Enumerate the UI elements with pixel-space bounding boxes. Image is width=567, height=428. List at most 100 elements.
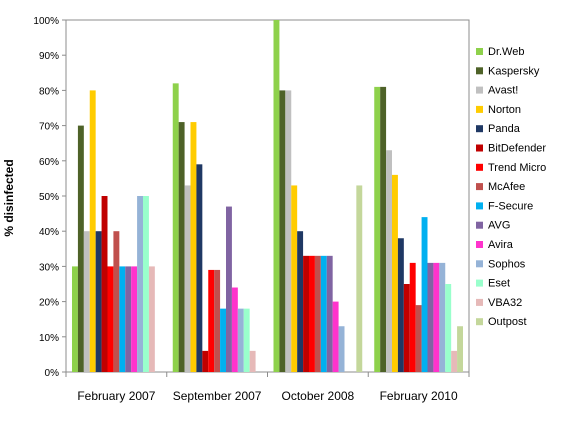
bar [72, 266, 78, 372]
bar [89, 90, 96, 373]
bar [95, 231, 102, 372]
bar [279, 90, 286, 373]
legend-swatch [476, 298, 483, 306]
bar [119, 266, 126, 372]
legend-swatch [476, 241, 483, 248]
bar [202, 350, 209, 372]
y-axis-title: % disinfected [2, 159, 16, 236]
legend-label: VBA32 [488, 297, 522, 309]
legend-label: Outpost [488, 316, 527, 328]
legend-swatch [476, 163, 483, 171]
bar [214, 269, 221, 372]
bar [297, 231, 304, 372]
bar [421, 217, 428, 372]
bar [77, 125, 84, 372]
bar [356, 185, 363, 372]
legend-swatch [476, 144, 483, 152]
bar [326, 255, 333, 372]
bar [415, 305, 422, 372]
legend-label: Sophos [488, 258, 526, 270]
y-tick-label: 0% [45, 368, 60, 379]
bar [291, 185, 298, 372]
legend-swatch [476, 125, 483, 133]
bar [226, 206, 232, 372]
legend-swatch [476, 279, 483, 287]
bar [172, 83, 179, 373]
bar [101, 196, 108, 372]
bar [208, 269, 215, 372]
legend-label: Kaspersky [488, 65, 540, 77]
legend-swatch [476, 221, 483, 229]
bars [72, 20, 463, 373]
x-axis: February 2007 September 2007 October 2008 F… [65, 372, 470, 403]
legend-label: Panda [488, 123, 521, 135]
bar [332, 301, 339, 372]
bar [184, 185, 191, 372]
legend-label: Trend Micro [488, 162, 546, 174]
bar [273, 20, 280, 372]
legend-label: Dr.Web [488, 46, 524, 58]
legend-swatch [476, 48, 483, 55]
legend-label: F-Secure [488, 200, 533, 212]
bar [220, 308, 226, 372]
y-tick-label: 50% [39, 192, 59, 203]
legend-label: BitDefender [488, 143, 546, 155]
x-tick-label: October 2008 [282, 389, 355, 403]
x-tick-label: February 2007 [77, 389, 155, 403]
bar [409, 262, 416, 372]
bar [445, 284, 452, 372]
bar [107, 266, 114, 372]
legend-swatch [476, 105, 483, 113]
legend: Dr.Web Kaspersky Avast! Norton Panda BitDefen… [476, 46, 546, 328]
x-tick-label: September 2007 [173, 389, 262, 403]
legend-label: Avira [488, 239, 514, 251]
bar [137, 196, 143, 372]
bar [285, 90, 292, 373]
legend-label: Avast! [488, 85, 518, 97]
bar [303, 255, 309, 372]
bar [427, 262, 434, 372]
legend-swatch [476, 260, 483, 268]
bar [178, 122, 185, 372]
y-tick-label: 60% [39, 157, 59, 168]
bar [243, 308, 250, 372]
legend-label: McAfee [488, 181, 525, 193]
bar [457, 326, 463, 372]
bar [439, 262, 446, 372]
y-tick-label: 100% [33, 16, 59, 27]
bar [451, 350, 458, 372]
legend-swatch [476, 86, 483, 94]
bar [403, 284, 410, 372]
y-tick-label: 70% [39, 122, 59, 133]
legend-swatch [476, 318, 483, 326]
bar [125, 266, 132, 372]
legend-swatch [476, 67, 483, 75]
bar [320, 255, 327, 372]
bar [380, 86, 387, 372]
bar [196, 164, 203, 372]
bar [190, 122, 197, 372]
bar [237, 308, 244, 372]
bar [231, 287, 238, 372]
bar [113, 231, 120, 372]
bar [249, 350, 256, 372]
y-tick-label: 40% [39, 227, 59, 238]
bar [433, 262, 440, 372]
legend-label: AVG [488, 220, 510, 232]
y-tick-label: 80% [39, 86, 59, 97]
bar [314, 255, 321, 372]
y-tick-label: 10% [39, 333, 59, 344]
x-tick-label: February 2010 [380, 389, 458, 403]
bar [392, 174, 398, 372]
legend-swatch [476, 183, 483, 191]
legend-swatch [476, 202, 483, 210]
y-tick-label: 30% [39, 262, 59, 273]
bar [131, 266, 138, 372]
y-tick-label: 90% [39, 51, 59, 62]
legend-label: Eset [488, 278, 510, 290]
bar [309, 255, 315, 372]
y-axis: 0% 10% 20% 30% 40% 50% 60% 70% 80% 90% 100% [33, 16, 67, 379]
y-tick-label: 20% [39, 298, 59, 309]
